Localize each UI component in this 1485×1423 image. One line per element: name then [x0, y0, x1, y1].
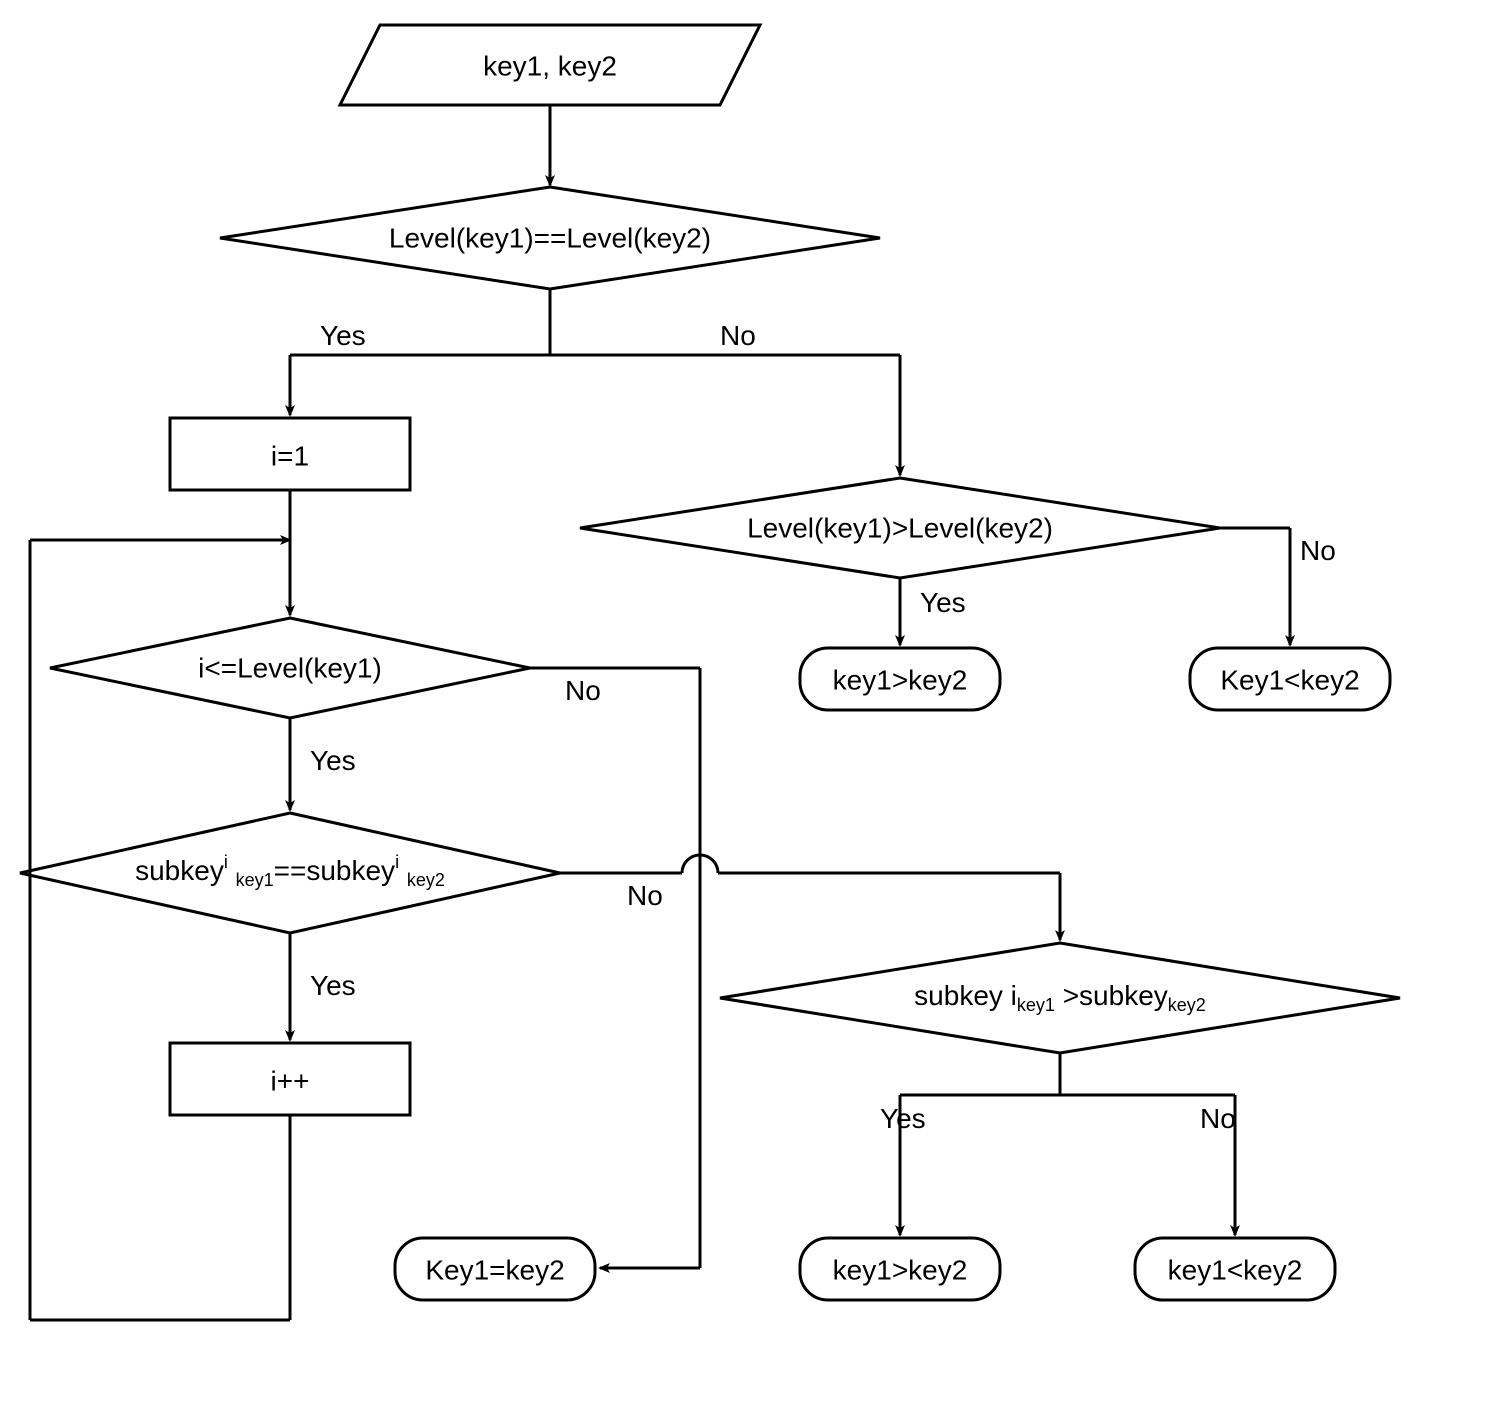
edge-label-yes: Yes [320, 320, 366, 351]
node-cmp-level-eq-label: Level(key1)==Level(key2) [389, 222, 711, 253]
edge-label-no: No [1200, 1103, 1236, 1134]
node-cmp-level-gt: Level(key1)>Level(key2) [580, 478, 1220, 578]
node-init-i-label: i=1 [271, 440, 309, 471]
node-term-k1gt-a: key1>key2 [800, 648, 1000, 710]
edge-label-no: No [720, 320, 756, 351]
node-cmp-subkey-eq: subkeyi key1==subkeyi key2 [20, 813, 560, 933]
edge-label-no: No [1300, 535, 1336, 566]
edge-label-yes: Yes [920, 587, 966, 618]
node-term-eq: Key1=key2 [395, 1238, 595, 1300]
node-cmp-subkey-eq-label: subkeyi key1==subkeyi key2 [135, 852, 445, 890]
node-term-k1gt-a-label: key1>key2 [833, 664, 968, 695]
node-cmp-level-gt-label: Level(key1)>Level(key2) [747, 512, 1053, 543]
edge-label-no: No [627, 880, 663, 911]
node-inc-i: i++ [170, 1043, 410, 1115]
node-input: key1, key2 [340, 25, 760, 105]
node-init-i: i=1 [170, 418, 410, 490]
node-cmp-subkey-gt-label: subkey ikey1 >subkeykey2 [914, 980, 1206, 1014]
node-term-k1lt-a-label: Key1<key2 [1220, 664, 1359, 695]
node-cmp-level-eq: Level(key1)==Level(key2) [220, 187, 880, 289]
node-input-label: key1, key2 [483, 50, 617, 81]
node-term-k1lt-a: Key1<key2 [1190, 648, 1390, 710]
node-cmp-subkey-gt: subkey ikey1 >subkeykey2 [720, 943, 1400, 1053]
edge-label-yes: Yes [310, 745, 356, 776]
node-term-k1gt-b: key1>key2 [800, 1238, 1000, 1300]
edge-label-yes: Yes [310, 970, 356, 1001]
node-term-k1lt-b: key1<key2 [1135, 1238, 1335, 1300]
node-inc-i-label: i++ [271, 1065, 310, 1096]
node-term-eq-label: Key1=key2 [425, 1254, 564, 1285]
edge-label-no: No [565, 675, 601, 706]
node-term-k1lt-b-label: key1<key2 [1168, 1254, 1303, 1285]
edge-label-yes: Yes [880, 1103, 926, 1134]
node-cmp-i-le-label: i<=Level(key1) [198, 652, 382, 683]
node-cmp-i-le: i<=Level(key1) [50, 618, 530, 718]
node-term-k1gt-b-label: key1>key2 [833, 1254, 968, 1285]
